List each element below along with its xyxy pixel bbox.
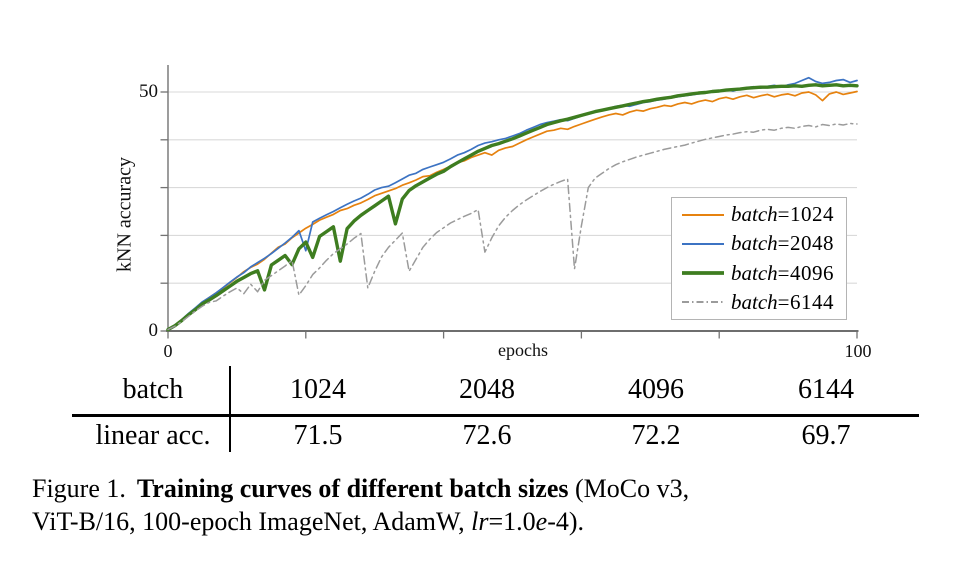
legend-line-sample-batch-1024	[682, 213, 724, 216]
table-cell-acc-4096: 72.2	[631, 420, 681, 451]
curve-batch-6144	[167, 122, 858, 331]
figure-caption: Figure 1. Training curves of different ba…	[32, 472, 952, 538]
curve-batch-4096	[166, 83, 859, 332]
y-axis-label: kNN accuracy	[113, 157, 136, 272]
table-cell-6144: 6144	[798, 374, 854, 405]
caption-segment: lr	[471, 507, 489, 536]
legend-item-batch-2048: batch =2048	[681, 230, 846, 258]
legend-label-italic: batch	[731, 202, 778, 227]
table-vertical-divider	[229, 366, 231, 452]
table-cell-linear-acc-label: linear acc.	[95, 420, 211, 451]
caption-line-1: Figure 1. Training curves of different ba…	[32, 472, 952, 505]
legend-label-value: =6144	[777, 289, 834, 314]
x-axis-label: epochs	[498, 340, 548, 360]
x-tick-label-0: 0	[163, 341, 173, 361]
caption-line-2: ViT-B/16, 100-epoch ImageNet, AdamW, lr=…	[32, 505, 952, 538]
table-cell-acc-1024: 71.5	[293, 420, 343, 451]
legend-item-batch-6144: batch =6144	[681, 288, 846, 316]
table-cell-acc-6144: 69.7	[801, 420, 851, 451]
caption-segment: Training curves of different batch sizes	[136, 474, 569, 503]
legend-item-batch-4096: batch =4096	[681, 259, 846, 287]
caption-segment: ViT-B/16, 100-epoch ImageNet, AdamW,	[32, 507, 472, 536]
caption-segment: =1.0	[488, 507, 536, 536]
table-cell-1024: 1024	[290, 374, 346, 405]
table-cell-4096: 4096	[628, 374, 684, 405]
legend-label-italic: batch	[731, 260, 778, 285]
table-row: batch 1024 2048 4096 6144	[0, 373, 973, 407]
table-cell-batch-label: batch	[122, 374, 184, 405]
legend-label-value: =2048	[777, 231, 834, 256]
legend-label-value: =4096	[777, 260, 834, 285]
table-cell-acc-2048: 72.6	[462, 420, 512, 451]
legend-label-value: =1024	[777, 202, 834, 227]
table-horizontal-rule	[72, 414, 919, 417]
table-row: linear acc. 71.5 72.6 72.2 69.7	[0, 419, 973, 453]
legend-label-italic: batch	[731, 231, 778, 256]
y-tick-label-0: 0	[148, 320, 159, 341]
training-curves-chart	[160, 65, 859, 339]
legend-line-sample-batch-6144	[682, 301, 724, 304]
legend-label-italic: batch	[731, 289, 778, 314]
caption-segment: -4).	[547, 507, 585, 536]
table-cell-2048: 2048	[459, 374, 515, 405]
legend-line-sample-batch-2048	[682, 242, 724, 245]
caption-segment: e	[535, 507, 548, 536]
caption-segment: (MoCo v3,	[568, 474, 690, 503]
x-tick-label-100: 100	[844, 341, 872, 361]
caption-segment: Figure 1.	[32, 474, 126, 503]
chart-legend: batch =1024 batch =2048 batch =4096 batch =6144	[671, 197, 847, 320]
legend-item-batch-1024: batch =1024	[681, 201, 846, 229]
legend-line-sample-batch-4096	[682, 271, 724, 276]
y-tick-label-50: 50	[139, 81, 158, 102]
